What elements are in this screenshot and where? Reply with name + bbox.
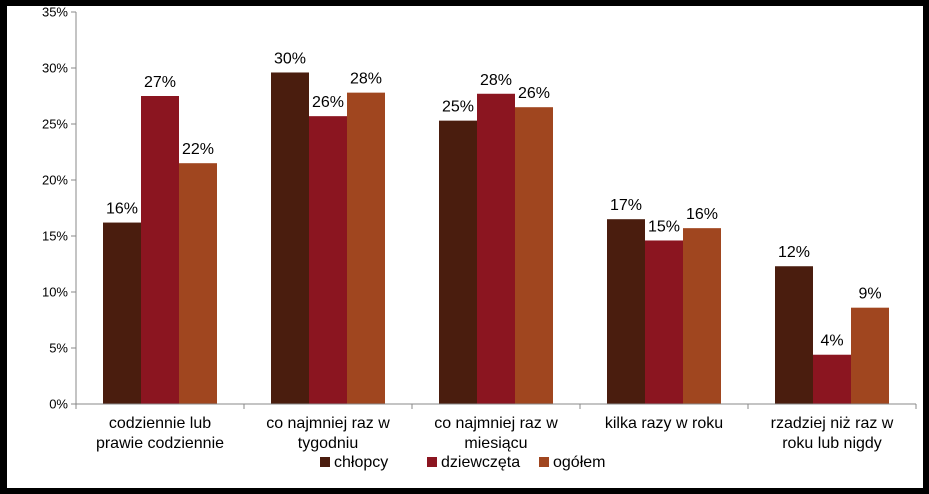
- bar: [141, 96, 179, 404]
- legend-swatch: [427, 457, 437, 467]
- bar: [179, 163, 217, 404]
- data-label: 12%: [778, 244, 810, 261]
- data-label: 28%: [480, 72, 512, 89]
- bars: [103, 72, 889, 404]
- y-tick-label: 10%: [42, 285, 68, 300]
- data-label: 26%: [518, 85, 550, 102]
- category-label-line: codziennie lub: [109, 415, 211, 432]
- legend-label: ogółem: [553, 454, 605, 471]
- bar: [309, 116, 347, 404]
- category-label-line: roku lub nigdy: [782, 435, 882, 452]
- data-label: 30%: [274, 50, 306, 67]
- data-labels: 16% 27% 22% 30% 26% 28% 25% 28% 26% 17% 15% 16% 12% 4…: [106, 50, 882, 349]
- y-tick-label: 35%: [42, 6, 68, 20]
- data-label: 9%: [858, 286, 881, 303]
- y-axis: 0% 5% 10% 15% 20% 25% 30% 35%: [42, 6, 77, 412]
- category-label: co najmniej raz w miesiącu: [434, 415, 558, 452]
- y-tick-label: 20%: [42, 173, 68, 188]
- bar: [607, 219, 645, 404]
- data-label: 17%: [610, 197, 642, 214]
- bar: [645, 240, 683, 404]
- bar: [103, 222, 141, 404]
- legend: chłopcy dziewczęta ogółem: [320, 454, 605, 471]
- data-label: 28%: [350, 71, 382, 88]
- category-label: rzadziej niż raz w roku lub nigdy: [771, 415, 894, 452]
- category-label-line: co najmniej raz w: [266, 415, 390, 432]
- category-label: co najmniej raz w tygodniu: [266, 415, 390, 452]
- bar: [683, 228, 721, 404]
- category-label-line: kilka razy w roku: [605, 415, 723, 432]
- category-label-line: tygodniu: [298, 435, 359, 452]
- chart-frame: 0% 5% 10% 15% 20% 25% 30% 35% 16% 27% 22% 30% 26% 28…: [7, 6, 923, 488]
- bar: [515, 107, 553, 404]
- bar: [851, 307, 889, 404]
- data-label: 27%: [144, 74, 176, 91]
- y-tick-label: 15%: [42, 229, 68, 244]
- y-tick-label: 0%: [49, 397, 68, 412]
- bar: [775, 266, 813, 404]
- category-label: kilka razy w roku: [605, 415, 723, 432]
- category-label-line: miesiącu: [464, 435, 527, 452]
- data-label: 26%: [312, 94, 344, 111]
- bar: [439, 120, 477, 404]
- legend-swatch: [320, 457, 330, 467]
- bar: [477, 93, 515, 404]
- data-label: 4%: [820, 333, 843, 350]
- bar: [813, 354, 851, 404]
- data-label: 15%: [648, 218, 680, 235]
- data-label: 25%: [442, 99, 474, 116]
- data-label: 22%: [182, 141, 214, 158]
- data-label: 16%: [106, 201, 138, 218]
- bar: [271, 72, 309, 404]
- x-axis: codziennie lub prawie codziennie co najmni…: [75, 403, 917, 452]
- y-tick-label: 25%: [42, 117, 68, 132]
- category-label-line: prawie codziennie: [96, 435, 224, 452]
- data-label: 16%: [686, 206, 718, 223]
- y-tick-label: 30%: [42, 61, 68, 76]
- bar: [347, 92, 385, 404]
- legend-label: dziewczęta: [441, 454, 520, 471]
- category-label-line: co najmniej raz w: [434, 415, 558, 432]
- chart: 0% 5% 10% 15% 20% 25% 30% 35% 16% 27% 22% 30% 26% 28…: [42, 6, 917, 471]
- legend-swatch: [539, 457, 549, 467]
- category-label-line: rzadziej niż raz w: [771, 415, 894, 432]
- category-label: codziennie lub prawie codziennie: [96, 415, 224, 452]
- y-tick-label: 5%: [49, 341, 68, 356]
- legend-label: chłopcy: [334, 454, 388, 471]
